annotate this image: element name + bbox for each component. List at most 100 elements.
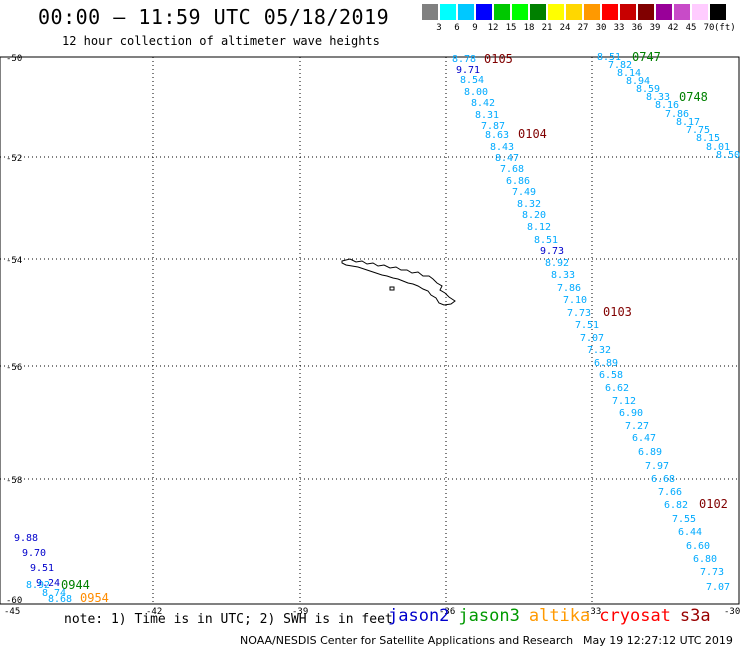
swh-value: 8.50 [716, 150, 740, 161]
swh-value: 9.51 [30, 563, 54, 574]
legend-jason2: jason2 [388, 606, 450, 626]
colorbar-label: 39 [649, 23, 661, 33]
colorbar-swatch [674, 4, 690, 20]
swh-value: 6.60 [686, 541, 710, 552]
swh-value: 8.31 [475, 110, 499, 121]
altimeter-track-2: 8.51 7.82 8.14 8.94 8.59 8.33 8.16 7.86 … [597, 52, 740, 161]
swh-value: 6.80 [693, 554, 717, 565]
swh-value: 7.73 [700, 567, 724, 578]
colorbar-label: 24 [559, 23, 571, 33]
swh-value: 8.43 [490, 142, 514, 153]
lat-label: -54 [6, 256, 22, 266]
grid-lines [0, 57, 739, 604]
swh-value: 8.74 [42, 588, 66, 599]
pass-time-labels: 0105 0104 0103 0102 0747 0748 0944 0954 [61, 50, 728, 605]
lon-label: -45 [4, 607, 20, 617]
footer-credit: NOAA/NESDIS Center for Satellite Applica… [240, 634, 574, 647]
swh-value: 7.12 [612, 396, 636, 407]
pass-label: 0747 [632, 50, 661, 64]
swh-value: 9.71 [456, 65, 480, 76]
pass-label: 0954 [80, 591, 109, 605]
swh-value: 6.62 [605, 383, 629, 394]
swh-value: 7.27 [625, 421, 649, 432]
swh-value: 7.32 [587, 345, 611, 356]
swh-value: 8.14 [617, 68, 641, 79]
legend-cryosat: cryosat [599, 606, 671, 626]
swh-value: 8.78 [452, 54, 476, 65]
lon-label: -33 [585, 607, 601, 617]
swh-value: 8.16 [655, 100, 679, 111]
colorbar-label: 6 [454, 23, 460, 33]
swh-value: 7.82 [608, 60, 632, 71]
swh-value: 7.97 [645, 461, 669, 472]
colorbar-swatch [548, 4, 564, 20]
swh-value: 7.10 [563, 295, 587, 306]
legend-jason3: jason3 [458, 606, 520, 626]
lon-label: -42 [146, 607, 162, 617]
swh-value: 7.86 [665, 109, 689, 120]
plot-frame [0, 56, 740, 605]
colorbar-unit: (ft) [714, 23, 736, 33]
lon-label: -39 [292, 607, 308, 617]
longitude-labels: -45 -42 -39 -36 -33 -30 [4, 607, 740, 617]
swh-value: 6.47 [632, 433, 656, 444]
map-title: 00:00 – 11:59 UTC 05/18/2019 [38, 5, 390, 29]
colorbar-swatch [638, 4, 654, 20]
swh-value: 7.68 [500, 164, 524, 175]
colorbar-label: 18 [523, 23, 535, 33]
swh-value: 8.63 [485, 130, 509, 141]
swh-value: 7.51 [575, 320, 599, 331]
swh-value: 8.59 [636, 84, 660, 95]
colorbar-label: 70 [703, 23, 715, 33]
swh-value: 6.89 [594, 358, 618, 369]
swh-value: 8.12 [527, 222, 551, 233]
lat-label: -50 [6, 54, 22, 64]
colorbar-swatch [620, 4, 636, 20]
swh-value: 8.17 [676, 117, 700, 128]
swh-value: 8.20 [522, 210, 546, 221]
swh-value: 8.15 [696, 133, 720, 144]
colorbar-label: 27 [577, 23, 589, 33]
swh-value: 9.24 [36, 578, 60, 589]
pass-label: 0944 [61, 578, 90, 592]
swh-value: 9.70 [22, 548, 46, 559]
swh-value: 8.92 [26, 580, 50, 591]
colorbar-swatch [602, 4, 618, 20]
swh-value: 7.73 [567, 308, 591, 319]
altimeter-track-1: 8.78 9.71 8.54 8.00 8.42 8.31 7.87 8.63 … [452, 54, 730, 593]
swh-value: 6.68 [651, 474, 675, 485]
colorbar-swatch [656, 4, 672, 20]
colorbar-label: 9 [472, 23, 478, 33]
colorbar-swatch [692, 4, 708, 20]
swh-value: 7.07 [706, 582, 730, 593]
lat-label: -60 [6, 596, 22, 606]
colorbar-label: 21 [541, 23, 553, 33]
colorbar-swatch [512, 4, 528, 20]
footnote: note: 1) Time is in UTC; 2) SWH is in fe… [64, 612, 393, 627]
colorbar-label: 3 [436, 23, 442, 33]
south-georgia-coastline [341, 258, 456, 306]
swh-value: 8.01 [706, 142, 730, 153]
swh-value: 9.73 [540, 246, 564, 257]
swh-value: 8.47 [495, 153, 519, 164]
colorbar-label: 30 [595, 23, 607, 33]
colorbar-swatch [494, 4, 510, 20]
legend-s3a: s3a [679, 606, 711, 626]
swh-value: 7.49 [512, 187, 536, 198]
legend-altika: altika [528, 606, 591, 626]
swh-value: 6.82 [664, 500, 688, 511]
swh-value: 8.94 [626, 76, 650, 87]
swh-value: 7.86 [557, 283, 581, 294]
colorbar-swatch [584, 4, 600, 20]
pass-label: 0102 [699, 497, 728, 511]
swh-value: 6.86 [506, 176, 530, 187]
swh-value: 8.54 [460, 75, 484, 86]
colorbar-swatch [530, 4, 546, 20]
lat-label: -56 [6, 363, 22, 373]
colorbar-swatch [710, 4, 726, 20]
colorbar-swatch [422, 4, 438, 20]
colorbar-label: 42 [667, 23, 679, 33]
swh-value: 8.33 [551, 270, 575, 281]
map-subtitle: 12 hour collection of altimeter wave hei… [62, 34, 380, 48]
